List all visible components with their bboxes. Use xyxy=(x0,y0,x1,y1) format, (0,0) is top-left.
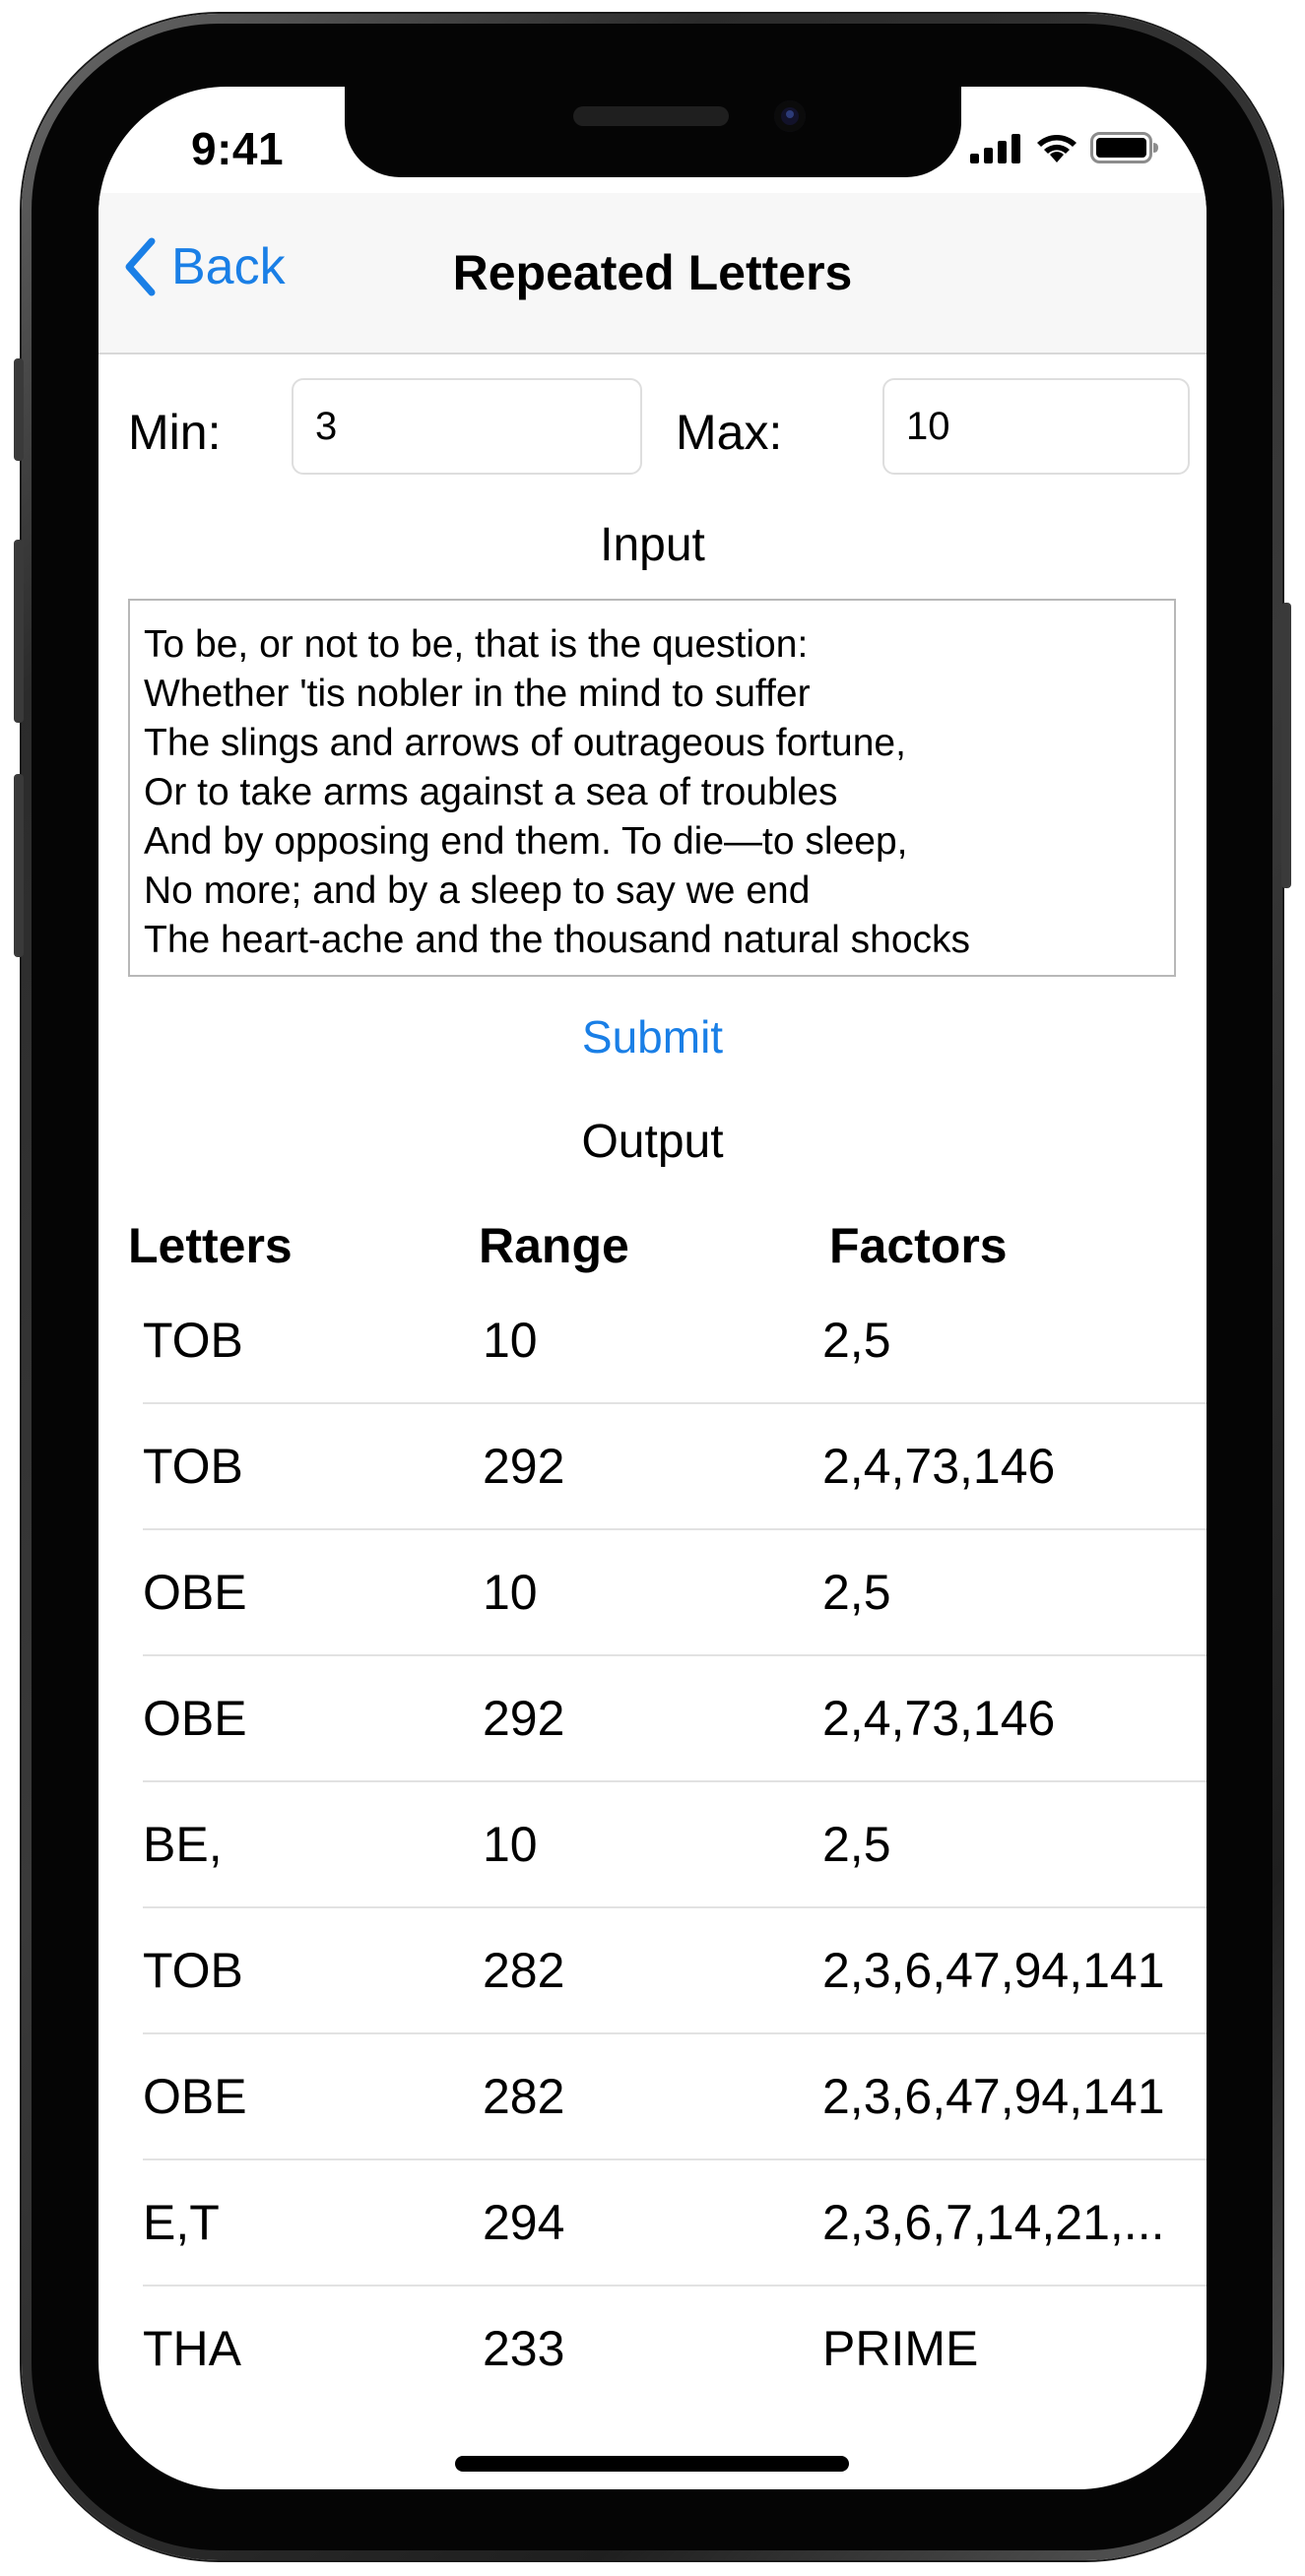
range-cell: 233 xyxy=(483,2321,565,2376)
column-header-factors: Factors xyxy=(829,1218,1008,1273)
table-row[interactable]: OBE 10 2,5 xyxy=(98,1530,1207,1656)
letters-cell: E,T xyxy=(143,2195,220,2250)
letters-cell: TOB xyxy=(143,1439,243,1494)
submit-button[interactable]: Submit xyxy=(581,1011,724,1063)
battery-icon xyxy=(1090,132,1158,163)
letters-cell: OBE xyxy=(143,2069,247,2124)
front-camera xyxy=(774,100,806,132)
range-cell: 282 xyxy=(483,1943,565,1998)
back-label: Back xyxy=(171,238,286,295)
factors-cell: 2,4,73,146 xyxy=(822,1439,1056,1494)
factors-cell: 2,5 xyxy=(822,1565,891,1620)
letters-cell: TOB xyxy=(143,1943,243,1998)
output-title: Output xyxy=(581,1116,724,1168)
table-row[interactable]: THA 233 PRIME xyxy=(98,2286,1207,2413)
range-cell: 10 xyxy=(483,1565,538,1620)
factors-cell: 2,3,6,47,94,141 xyxy=(822,2069,1165,2124)
volume-down-button xyxy=(14,774,24,957)
table-row[interactable]: TOB 292 2,4,73,146 xyxy=(98,1404,1207,1530)
cellular-signal-icon xyxy=(970,134,1020,163)
letters-cell: OBE xyxy=(143,1691,247,1746)
chevron-left-icon xyxy=(125,237,156,296)
max-field[interactable]: 10 xyxy=(882,378,1190,475)
range-cell: 10 xyxy=(483,1817,538,1872)
table-row[interactable]: TOB 10 2,5 xyxy=(98,1278,1207,1404)
side-button xyxy=(1281,603,1291,888)
factors-cell: 2,4,73,146 xyxy=(822,1691,1056,1746)
input-line: The slings and arrows of outrageous fort… xyxy=(144,722,906,764)
home-indicator[interactable] xyxy=(455,2456,849,2472)
max-label: Max: xyxy=(676,405,783,460)
min-label: Min: xyxy=(128,405,222,460)
range-cell: 294 xyxy=(483,2195,565,2250)
input-line: Or to take arms against a sea of trouble… xyxy=(144,771,838,813)
page-title: Repeated Letters xyxy=(452,245,853,300)
letters-cell: THA xyxy=(143,2321,241,2376)
table-row[interactable]: E,T 294 2,3,6,7,14,21,... xyxy=(98,2160,1207,2286)
range-cell: 282 xyxy=(483,2069,565,2124)
input-text-area[interactable]: To be, or not to be, that is the questio… xyxy=(128,599,1176,977)
table-row[interactable]: BE, 10 2,5 xyxy=(98,1782,1207,1908)
input-line: To be, or not to be, that is the questio… xyxy=(144,623,809,666)
range-cell: 292 xyxy=(483,1691,565,1746)
range-cell: 292 xyxy=(483,1439,565,1494)
factors-cell: PRIME xyxy=(822,2321,979,2376)
input-line: And by opposing end them. To die—to slee… xyxy=(144,820,908,863)
letters-cell: TOB xyxy=(143,1313,243,1368)
volume-up-button xyxy=(14,540,24,723)
factors-cell: 2,3,6,47,94,141 xyxy=(822,1943,1165,1998)
silent-switch xyxy=(14,358,24,461)
speaker-grille xyxy=(573,106,729,126)
navigation-bar: Back Repeated Letters xyxy=(98,193,1207,354)
input-line: The heart-ache and the thousand natural … xyxy=(144,919,971,961)
min-field[interactable]: 3 xyxy=(292,378,642,475)
column-header-letters: Letters xyxy=(128,1218,293,1273)
input-title: Input xyxy=(600,519,705,571)
input-line: Whether 'tis nobler in the mind to suffe… xyxy=(144,673,811,715)
letters-cell: OBE xyxy=(143,1565,247,1620)
factors-cell: 2,3,6,7,14,21,... xyxy=(822,2195,1165,2250)
table-row[interactable]: TOB 282 2,3,6,47,94,141 xyxy=(98,1908,1207,2034)
status-icons xyxy=(970,132,1159,163)
table-row[interactable]: OBE 282 2,3,6,47,94,141 xyxy=(98,2034,1207,2160)
screen: 9:41 Back Repeated Letters Min: 3 Max xyxy=(98,87,1207,2489)
input-line: No more; and by a sleep to say we end xyxy=(144,869,811,912)
factors-cell: 2,5 xyxy=(822,1313,891,1368)
range-cell: 10 xyxy=(483,1313,538,1368)
output-table: TOB 10 2,5 TOB 292 2,4,73,146 OBE 10 2,5… xyxy=(98,1278,1207,2413)
notch xyxy=(345,87,961,177)
wifi-icon xyxy=(1037,135,1077,162)
status-time: 9:41 xyxy=(191,123,285,174)
table-row[interactable]: OBE 292 2,4,73,146 xyxy=(98,1656,1207,1782)
letters-cell: BE, xyxy=(143,1817,223,1872)
back-button[interactable]: Back xyxy=(122,232,286,301)
column-header-range: Range xyxy=(479,1218,629,1273)
factors-cell: 2,5 xyxy=(822,1817,891,1872)
